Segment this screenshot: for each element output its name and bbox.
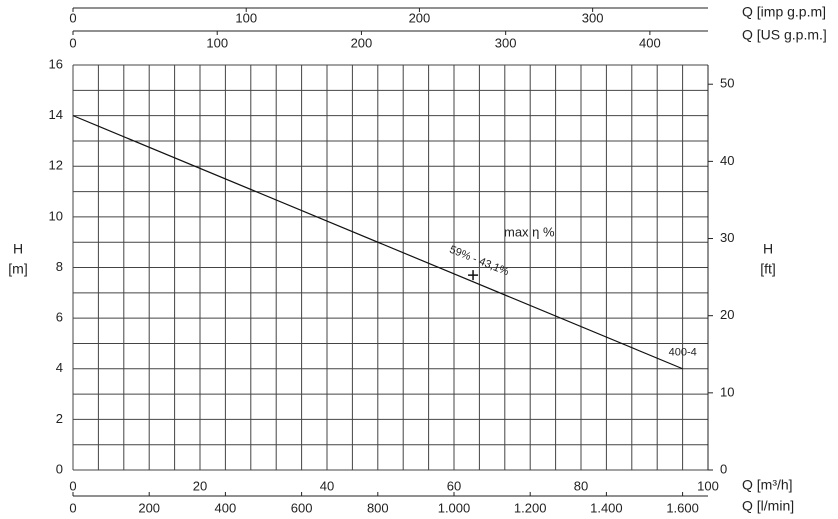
- curve: [72, 115, 683, 370]
- x-tick-label: 400: [215, 500, 237, 515]
- x-tick-label: 0: [69, 10, 76, 25]
- x-tick-label: 300: [495, 35, 517, 50]
- x-tick-label: 1.400: [590, 500, 623, 515]
- y-label: H: [13, 241, 23, 257]
- x-tick-label: 40: [320, 478, 334, 493]
- max-eff-point: [468, 270, 479, 281]
- x-tick-label: 300: [582, 10, 604, 25]
- y-tick-label: 16: [49, 56, 63, 71]
- x-tick-label: 200: [351, 35, 373, 50]
- x-label: Q [l/min]: [742, 498, 794, 514]
- x-tick-label: 20: [193, 478, 207, 493]
- y2-tick-label: 50: [720, 76, 734, 91]
- x-tick-label: 600: [291, 500, 313, 515]
- y-tick-label: 10: [49, 208, 63, 223]
- x-label: Q [imp g.p.m]: [742, 4, 826, 20]
- x-tick-label: 1.200: [514, 500, 547, 515]
- y-tick-label: 0: [56, 461, 63, 476]
- y2-label: H: [763, 241, 773, 257]
- x-tick-label: 100: [206, 35, 228, 50]
- x-tick-label: 0: [69, 500, 76, 515]
- y-tick-label: 12: [49, 158, 63, 173]
- y-label: [m]: [8, 261, 27, 277]
- x-label: Q [m³/h]: [742, 477, 793, 493]
- y2-label: [ft]: [760, 261, 776, 277]
- y2-tick-label: 30: [720, 230, 734, 245]
- y-tick-label: 2: [56, 411, 63, 426]
- y-tick-label: 14: [49, 107, 63, 122]
- x-tick-label: 1.000: [438, 500, 471, 515]
- x-tick-label: 60: [447, 478, 461, 493]
- y2-tick-label: 40: [720, 153, 734, 168]
- x-label: Q [US g.p.m.]: [742, 27, 827, 43]
- x-tick-label: 1.600: [666, 500, 699, 515]
- x-tick-label: 100: [697, 478, 719, 493]
- x-tick-label: 80: [574, 478, 588, 493]
- x-tick-label: 800: [367, 500, 389, 515]
- x-tick-label: 0: [69, 478, 76, 493]
- y-tick-label: 4: [56, 360, 63, 375]
- x-tick-label: 0: [69, 35, 76, 50]
- x-tick-label: 100: [235, 10, 257, 25]
- y-tick-label: 6: [56, 310, 63, 325]
- annotation: max η %: [504, 224, 555, 239]
- y2-tick-label: 0: [720, 461, 727, 476]
- y-tick-label: 8: [56, 259, 63, 274]
- x-tick-label: 400: [639, 35, 661, 50]
- curve-label: 400-4: [669, 347, 697, 359]
- x-tick-label: 200: [138, 500, 160, 515]
- y2-tick-label: 20: [720, 307, 734, 322]
- x-tick-label: 200: [409, 10, 431, 25]
- y2-tick-label: 10: [720, 384, 734, 399]
